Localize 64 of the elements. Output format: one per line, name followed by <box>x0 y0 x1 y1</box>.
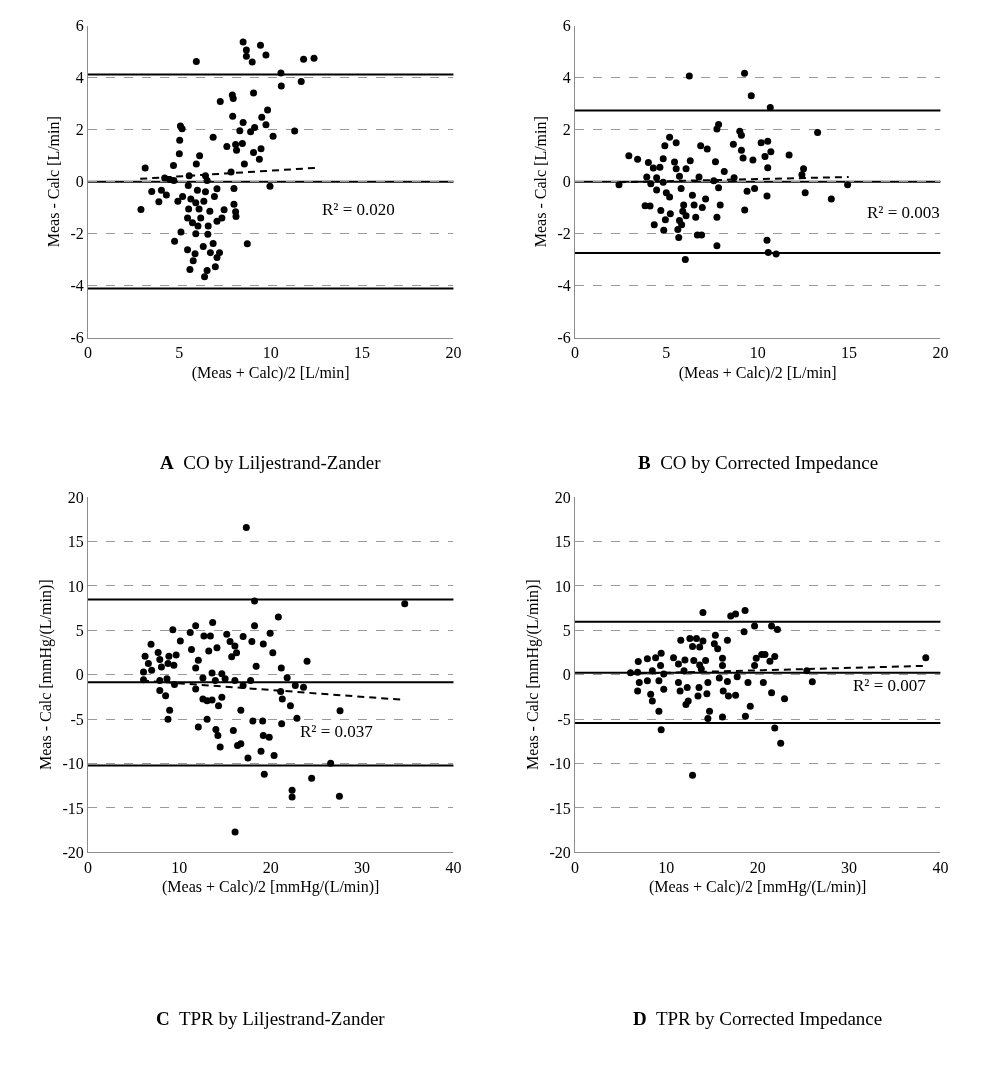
y-tick-label: -2 <box>557 225 571 243</box>
y-tick-label: -15 <box>549 799 571 817</box>
y-tick-label: 0 <box>562 666 571 684</box>
y-tick-label: 2 <box>562 121 571 139</box>
y-tick-label: 0 <box>75 666 84 684</box>
x-tick-label: 20 <box>932 343 949 361</box>
y-tick-label: 4 <box>562 69 571 87</box>
y-axis-title: Meas - Calc [mmHg/(L/min)] <box>37 579 56 771</box>
y-tick-label: 6 <box>562 17 571 35</box>
y-axis-title: Meas - Calc [L/min] <box>45 116 63 248</box>
y-tick-label: -10 <box>62 755 84 773</box>
y-tick-label: -5 <box>557 710 571 728</box>
annotation: R² = 0.037 <box>300 722 374 741</box>
x-tick-label: 30 <box>841 858 858 876</box>
y-tick-label: -20 <box>549 843 571 861</box>
y-tick-label: 6 <box>75 17 84 35</box>
x-tick-label: 5 <box>175 343 184 361</box>
y-tick-label: -4 <box>557 277 571 295</box>
x-tick-label: 15 <box>354 343 371 361</box>
x-tick-label: 20 <box>262 858 279 876</box>
y-tick-label: -20 <box>62 843 84 861</box>
y-tick-label: -4 <box>70 277 84 295</box>
x-tick-label: 20 <box>445 343 462 361</box>
x-tick-label: 10 <box>749 343 766 361</box>
x-tick-label: 10 <box>658 858 675 876</box>
y-tick-label: -10 <box>549 755 571 773</box>
y-tick-label: 15 <box>554 533 571 551</box>
annotation: R² = 0.007 <box>853 676 927 695</box>
x-tick-label: 40 <box>932 858 949 876</box>
y-tick-label: 15 <box>67 533 84 551</box>
x-tick-label: 20 <box>749 858 766 876</box>
x-tick-label: 15 <box>841 343 858 361</box>
y-tick-label: -6 <box>557 329 571 347</box>
x-tick-label: 10 <box>262 343 279 361</box>
y-axis-title: Meas - Calc [L/min] <box>532 116 550 248</box>
x-tick-label: 5 <box>662 343 671 361</box>
text: B CO by Corrected Impedance <box>638 452 879 473</box>
y-tick-label: 4 <box>75 69 84 87</box>
x-axis-title: (Meas + Calc)/2 [L/min] <box>678 363 837 382</box>
x-axis-title: (Meas + Calc)/2 [L/min] <box>191 363 350 382</box>
y-tick-label: 0 <box>562 173 571 191</box>
y-tick-label: 2 <box>75 121 84 139</box>
annotation: R² = 0.003 <box>867 203 940 222</box>
text: A CO by Liljestrand-Zander <box>160 452 382 473</box>
y-tick-label: 0 <box>75 173 84 191</box>
y-tick-label: 20 <box>67 488 84 506</box>
y-tick-label: 10 <box>554 577 571 595</box>
y-tick-label: -2 <box>70 225 84 243</box>
y-tick-label: -15 <box>62 799 84 817</box>
annotation: R² = 0.020 <box>322 200 395 219</box>
text: C TPR by Liljestrand-Zander <box>156 1008 386 1029</box>
x-axis-title: (Meas + Calc)/2 [mmHg/(L/min)] <box>648 878 867 897</box>
y-tick-label: 5 <box>562 621 571 639</box>
y-tick-label: 20 <box>554 488 571 506</box>
y-tick-label: -5 <box>70 710 84 728</box>
y-tick-label: 5 <box>75 621 84 639</box>
x-tick-label: 10 <box>171 858 188 876</box>
x-tick-label: 30 <box>354 858 371 876</box>
y-tick-label: -6 <box>70 329 84 347</box>
x-axis-title: (Meas + Calc)/2 [mmHg/(L/min)] <box>161 878 380 897</box>
y-axis-title: Meas - Calc [mmHg/(L/min)] <box>524 579 543 771</box>
x-tick-label: 40 <box>445 858 462 876</box>
y-tick-label: 10 <box>67 577 84 595</box>
text: D TPR by Corrected Impedance <box>633 1008 883 1029</box>
